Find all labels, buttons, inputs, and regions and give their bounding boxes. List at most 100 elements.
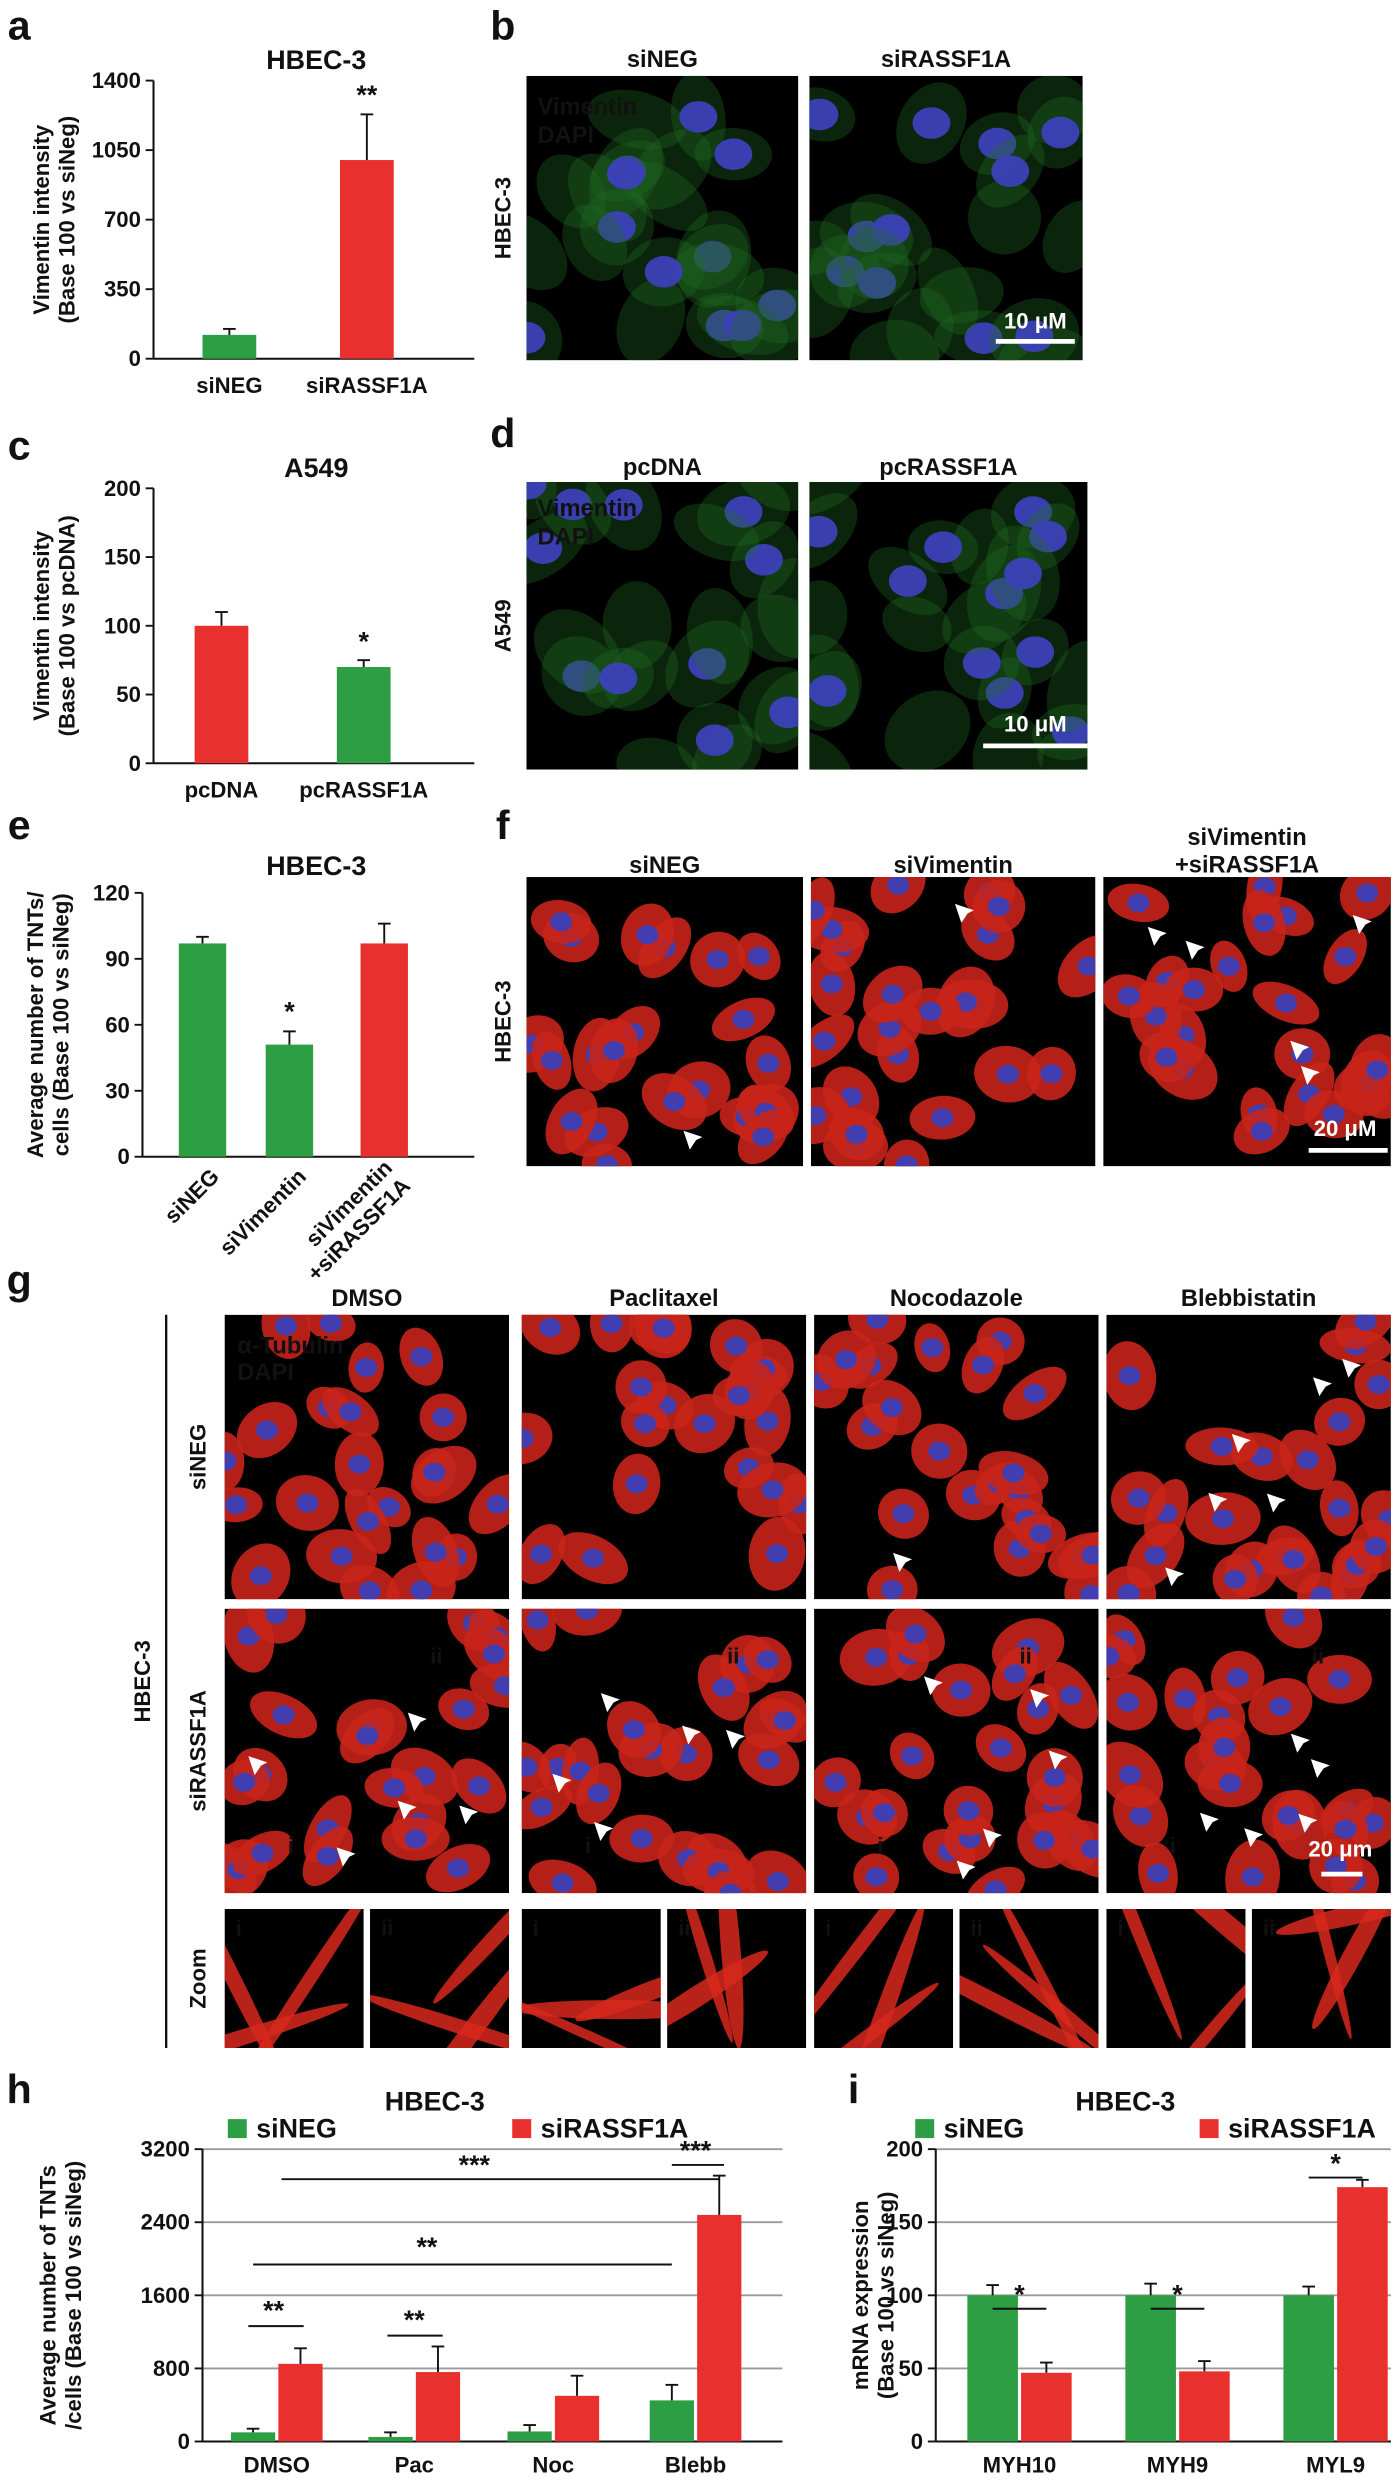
nucleus bbox=[881, 1580, 904, 1600]
cell bbox=[917, 247, 979, 335]
legend-swatch bbox=[512, 2119, 532, 2139]
nucleus bbox=[901, 1746, 924, 1766]
nucleus bbox=[892, 1504, 915, 1524]
nucleus bbox=[809, 515, 838, 548]
micrograph bbox=[1106, 1314, 1391, 1600]
stain-label: Vimentin bbox=[538, 94, 638, 120]
nucleus bbox=[576, 1608, 599, 1620]
nucleus bbox=[719, 1883, 742, 1894]
cell bbox=[533, 609, 622, 694]
cell bbox=[673, 503, 760, 562]
nucleus bbox=[274, 1316, 298, 1336]
nucleus bbox=[587, 1783, 610, 1803]
nucleus bbox=[957, 1801, 980, 1821]
nucleus bbox=[595, 1155, 618, 1167]
arrowhead bbox=[1030, 1689, 1050, 1709]
chart-title: HBEC-3 bbox=[385, 2087, 485, 2117]
nucleus bbox=[809, 675, 847, 707]
legend-label: siNEG bbox=[256, 2114, 337, 2144]
cell bbox=[616, 278, 686, 361]
error-bar bbox=[431, 2345, 445, 2373]
nucleus bbox=[1027, 1699, 1050, 1719]
x-tick-label: MYH9 bbox=[1147, 2453, 1208, 2478]
nucleus bbox=[1129, 1806, 1152, 1826]
nucleus bbox=[1127, 1488, 1150, 1508]
cell bbox=[838, 227, 909, 300]
nucleus bbox=[652, 1318, 675, 1338]
nucleus bbox=[224, 1451, 237, 1471]
micrograph bbox=[1106, 1608, 1391, 1894]
micrograph bbox=[1251, 1908, 1391, 2049]
nucleus bbox=[1367, 1374, 1390, 1394]
nucleus bbox=[858, 267, 897, 299]
arrowhead bbox=[336, 1847, 356, 1867]
nucleus bbox=[1029, 1524, 1052, 1544]
chart-title: HBEC-3 bbox=[266, 851, 366, 881]
nucleus bbox=[727, 1386, 751, 1406]
nucleus bbox=[756, 1650, 779, 1670]
y-axis-label: Vimentin intensity(Base 100 vs pcDNA) bbox=[29, 515, 79, 736]
nucleus bbox=[551, 1873, 574, 1893]
bar bbox=[1179, 2371, 1230, 2442]
cell-process bbox=[433, 1908, 510, 2004]
nucleus bbox=[820, 974, 843, 994]
bar bbox=[278, 2363, 323, 2442]
nucleus bbox=[526, 1610, 549, 1630]
nucleus bbox=[1354, 1314, 1377, 1331]
nucleus bbox=[873, 1803, 896, 1823]
arrowhead bbox=[600, 1693, 620, 1713]
x-tick-label: Blebb bbox=[665, 2453, 726, 2478]
nucleus bbox=[233, 1772, 256, 1792]
nucleus bbox=[1080, 1584, 1099, 1600]
nucleus bbox=[872, 214, 910, 246]
bar bbox=[415, 2372, 461, 2442]
row-label: A549 bbox=[490, 599, 515, 652]
nucleus bbox=[410, 1347, 433, 1367]
nucleus bbox=[921, 1338, 944, 1358]
y-tick-label: 0 bbox=[129, 751, 141, 776]
error-bar bbox=[1144, 2282, 1157, 2296]
arrowhead bbox=[1298, 1813, 1318, 1833]
micrograph bbox=[526, 877, 804, 1167]
nucleus bbox=[630, 1377, 653, 1397]
nucleus bbox=[225, 1495, 248, 1515]
nucleus bbox=[1334, 947, 1357, 967]
nucleus bbox=[582, 1548, 605, 1568]
legend-label: siNEG bbox=[944, 2114, 1025, 2144]
nucleus bbox=[1282, 1549, 1305, 1569]
column-title: pcDNA bbox=[623, 455, 702, 481]
y-tick-label: 700 bbox=[104, 207, 141, 232]
nucleus bbox=[971, 1355, 995, 1375]
zoom-label: i bbox=[1117, 1915, 1123, 1940]
nucleus bbox=[599, 662, 638, 695]
cell bbox=[849, 319, 940, 361]
micrograph bbox=[814, 1314, 1099, 1600]
bar bbox=[967, 2295, 1018, 2442]
nucleus bbox=[602, 1041, 625, 1061]
nucleus bbox=[1041, 116, 1080, 149]
x-tick-label: Noc bbox=[532, 2453, 574, 2478]
nucleus bbox=[845, 1124, 868, 1144]
cell bbox=[737, 481, 799, 511]
nucleus bbox=[452, 1699, 475, 1719]
cell bbox=[631, 129, 712, 210]
nucleus bbox=[604, 488, 643, 521]
x-tick-label: pcRASSF1A bbox=[299, 778, 428, 803]
nucleus bbox=[810, 1106, 827, 1126]
column-title: siNEG bbox=[629, 853, 700, 879]
arrowhead bbox=[1342, 1358, 1362, 1378]
error-bar bbox=[986, 2284, 999, 2296]
bar bbox=[649, 2400, 694, 2442]
y-tick-label: 150 bbox=[886, 2210, 923, 2235]
y-tick-label: 60 bbox=[105, 1012, 130, 1037]
y-axis-label: Average number of TNTs/cells (Base 100 v… bbox=[22, 891, 72, 1158]
zoom-origin-label: ii bbox=[1312, 1644, 1324, 1669]
nucleus bbox=[878, 1018, 901, 1038]
cell bbox=[740, 594, 799, 662]
panel-letter: c bbox=[8, 423, 31, 469]
significance-label: ** bbox=[356, 80, 377, 110]
cell bbox=[809, 220, 850, 276]
arrowhead bbox=[982, 1828, 1002, 1848]
row-label: siRASSF1A bbox=[185, 1690, 210, 1812]
y-tick-label: 0 bbox=[118, 1144, 130, 1169]
